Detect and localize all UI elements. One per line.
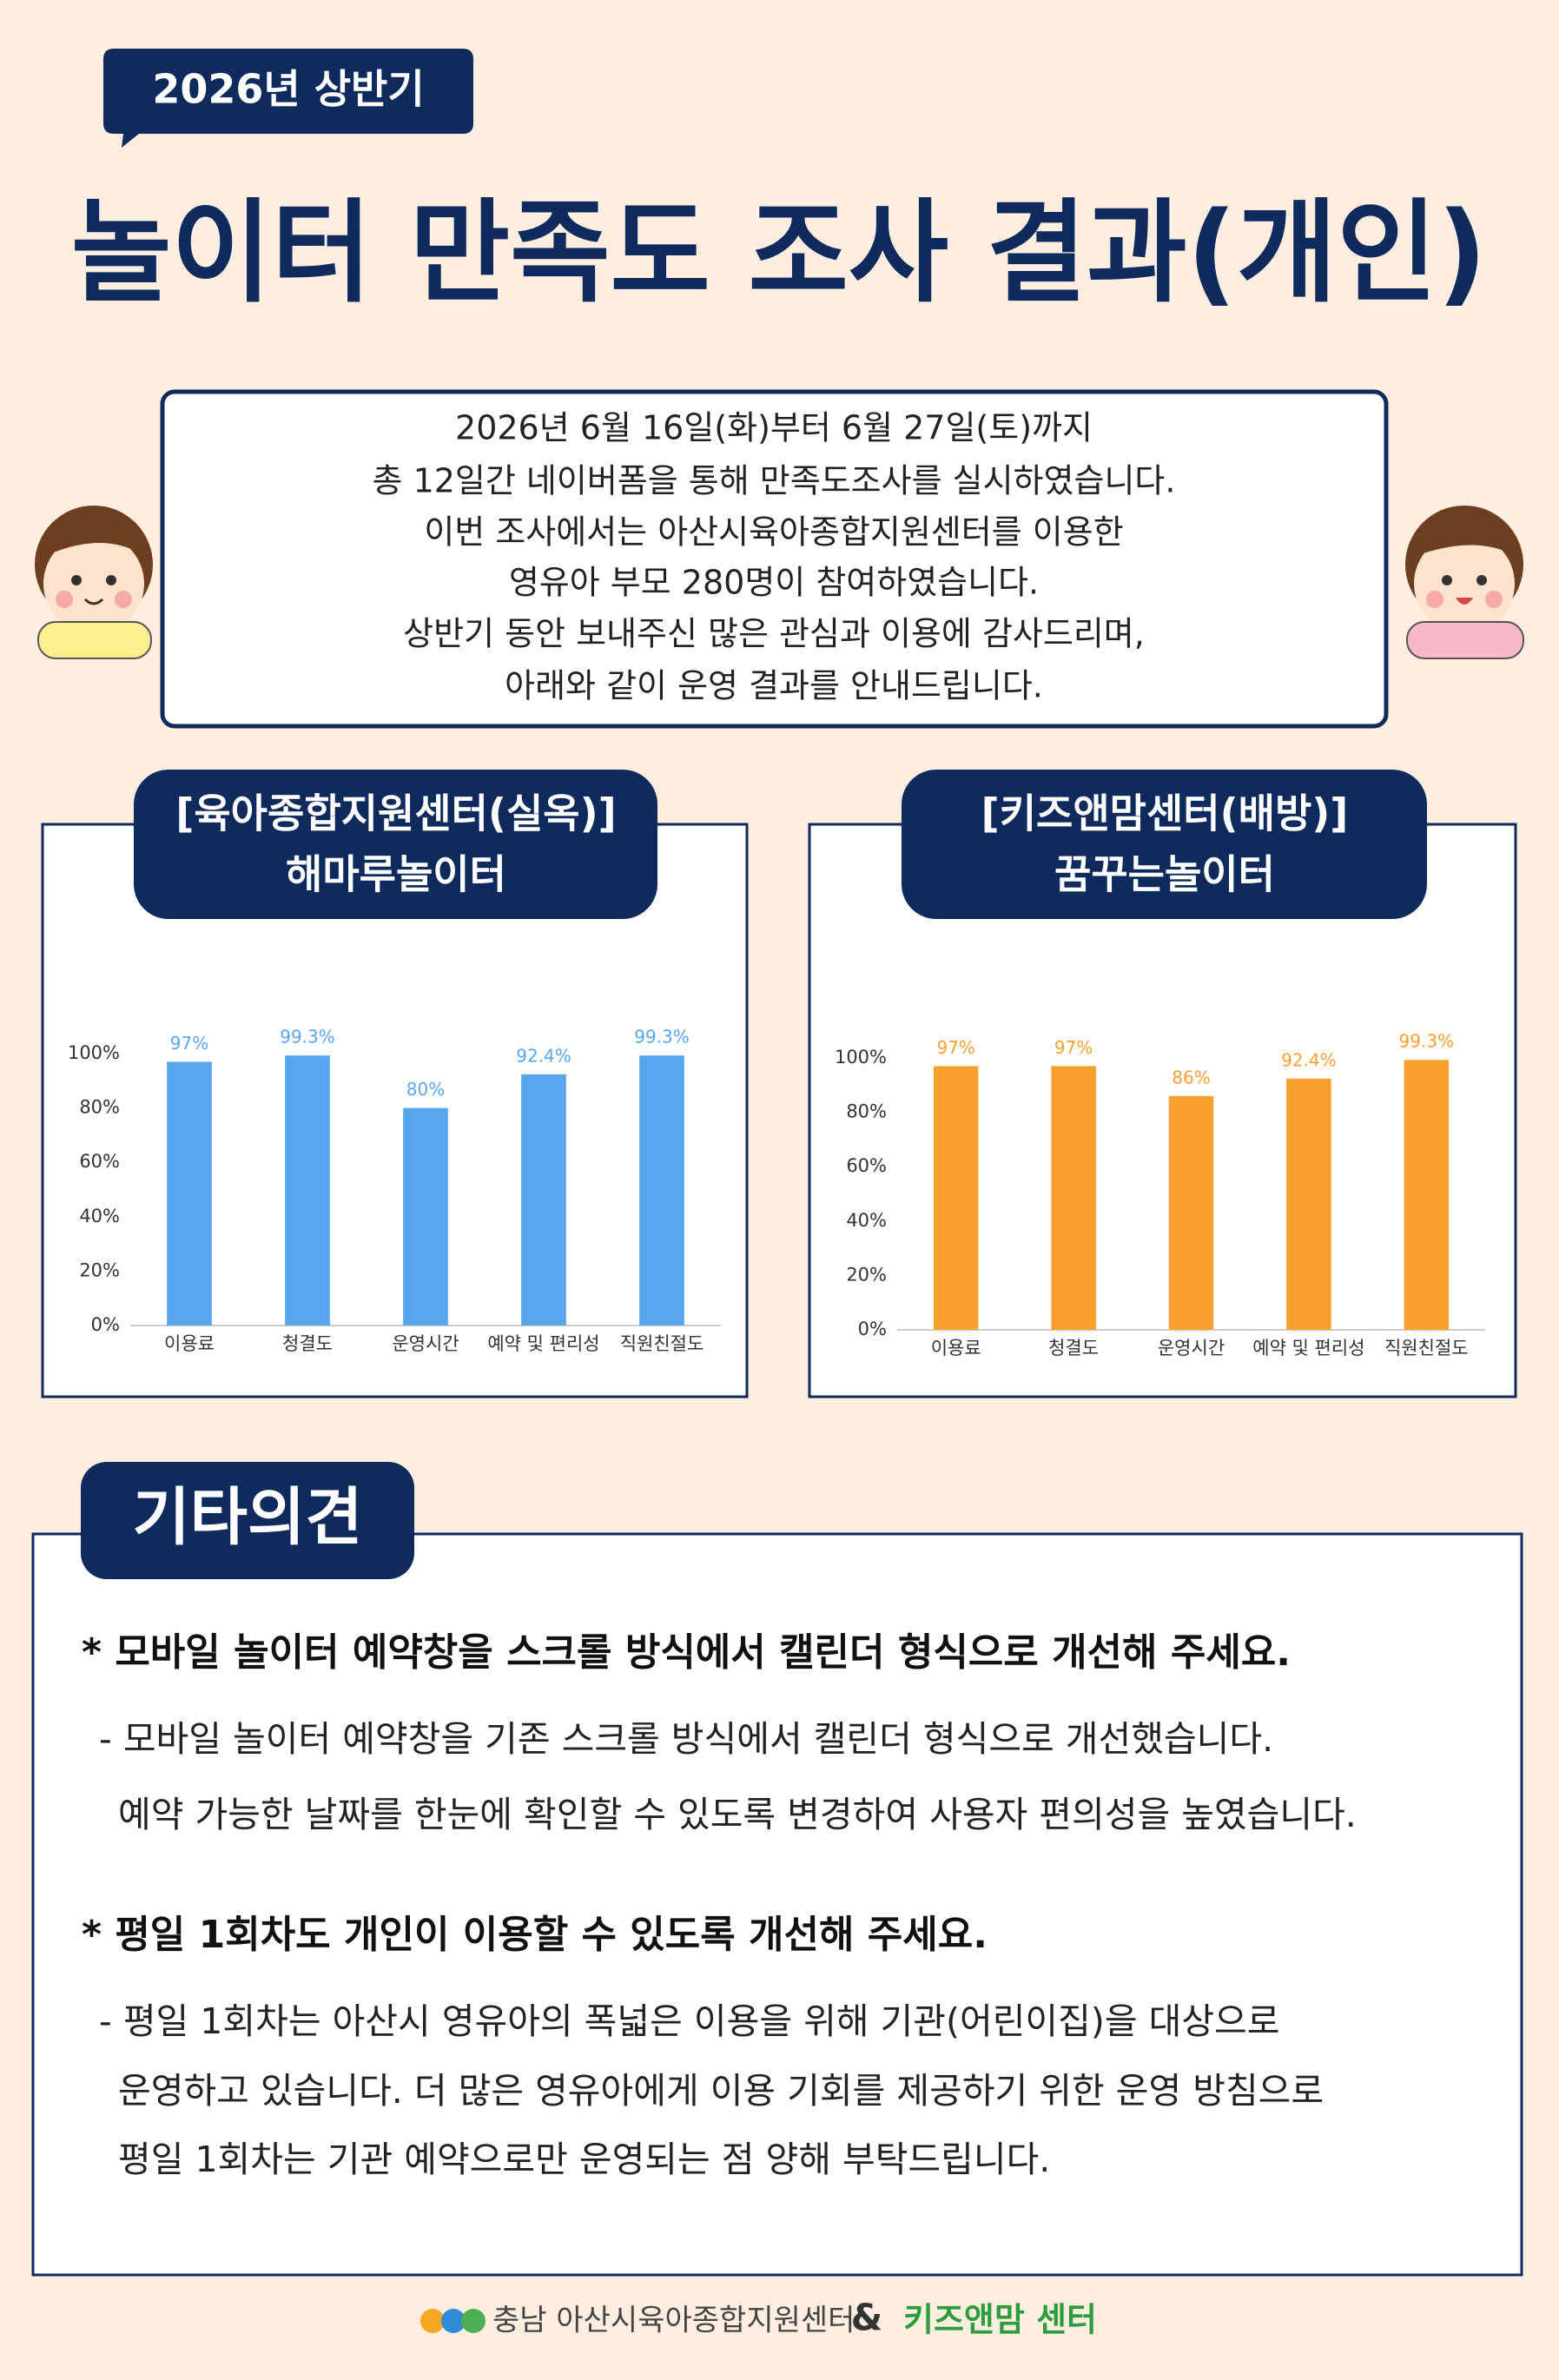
y-tick-label: 40% — [846, 1210, 887, 1231]
value-label: 92.4% — [1281, 1049, 1337, 1070]
footer-org: 키즈앤맘 센터 — [903, 2301, 1097, 2339]
value-label: 99.3% — [280, 1027, 335, 1048]
x-tick-label: 예약 및 편리성 — [1252, 1338, 1364, 1359]
intro-line: 2026년 6월 16일(화)부터 6월 27일(토)까지 — [455, 409, 1093, 447]
x-tick-label: 운영시간 — [392, 1333, 459, 1354]
answer-line: 평일 1회차는 기관 예약으로만 운영되는 점 양해 부탁드립니다. — [118, 2139, 1050, 2180]
value-label: 80% — [406, 1079, 445, 1100]
bar — [521, 1074, 566, 1326]
footer-org: 충남 아산시육아종합지원센터 — [492, 2304, 855, 2338]
intro-line: 영유아 부모 280명이 참여하였습니다. — [509, 564, 1039, 602]
charts: [육아종합지원센터(실옥)] 해마루놀이터 0% 20% 40% 60% 80% 100% 이용… — [68, 790, 1485, 1359]
value-label: 97% — [1054, 1037, 1093, 1058]
intro-box — [160, 389, 1389, 729]
main-title: 놀이터 만족도 조사 결과(개인) — [71, 188, 1487, 318]
chart-panel — [808, 823, 1517, 1398]
y-tick-label: 60% — [79, 1151, 120, 1172]
x-tick-label: 직원친절도 — [620, 1333, 704, 1354]
bar — [933, 1066, 979, 1330]
value-label: 99.3% — [634, 1027, 690, 1048]
bar — [403, 1107, 448, 1326]
bar — [285, 1055, 330, 1326]
bar — [1404, 1060, 1450, 1330]
x-tick-label: 청결도 — [282, 1333, 333, 1354]
chart-title-badge — [902, 770, 1427, 919]
answer-line: - 평일 1회차는 아산시 영유아의 폭넓은 이용을 위해 기관(어린이집)을 … — [99, 2000, 1279, 2042]
value-label: 97% — [170, 1033, 208, 1054]
chart-subtitle: 해마루놀이터 — [286, 851, 506, 898]
chart-title: [키즈앤맘센터(배방)] — [981, 790, 1349, 837]
y-tick-label: 100% — [68, 1042, 120, 1063]
x-tick-label: 이용료 — [164, 1333, 215, 1354]
y-tick-label: 80% — [846, 1101, 887, 1122]
opinions-badge — [81, 1462, 414, 1579]
question: * 평일 1회차도 개인이 이용할 수 있도록 개선해 주세요. — [82, 1913, 988, 1957]
y-tick-label: 0% — [858, 1319, 887, 1339]
y-tick-label: 80% — [79, 1097, 120, 1118]
x-tick-label: 직원친절도 — [1384, 1338, 1469, 1359]
intro-line: 이번 조사에서는 아산시육아종합지원센터를 이용한 — [424, 513, 1123, 552]
x-tick-label: 예약 및 편리성 — [487, 1333, 599, 1354]
y-tick-label: 100% — [835, 1047, 887, 1068]
value-label: 86% — [1172, 1067, 1210, 1088]
bar — [1051, 1066, 1096, 1330]
tag-badge — [103, 49, 473, 148]
bar — [1286, 1078, 1331, 1330]
opinions-list: * 모바일 놀이터 예약창을 스크롤 방식에서 캘린더 형식으로 개선해 주세요… — [82, 1630, 1357, 2180]
chart-subtitle: 꿈꾸는놀이터 — [1054, 851, 1275, 898]
answer-line: - 모바일 놀이터 예약창을 기존 스크롤 방식에서 캘린더 형식으로 개선했습… — [99, 1718, 1273, 1760]
kid-right — [1405, 506, 1524, 659]
value-label: 97% — [936, 1037, 974, 1058]
y-tick-label: 60% — [846, 1155, 887, 1176]
x-tick-label: 이용료 — [931, 1338, 981, 1359]
tag-text: 2026년 상반기 — [152, 66, 424, 113]
intro-text: 2026년 6월 16일(화)부터 6월 27일(토)까지총 12일간 네이버폼… — [373, 409, 1176, 705]
chart-title-badge — [134, 770, 657, 919]
y-tick-label: 20% — [846, 1264, 887, 1285]
footer-logo — [420, 2309, 486, 2333]
y-tick-label: 20% — [79, 1259, 120, 1280]
footer-amp: & — [851, 2297, 883, 2339]
answer-line: 예약 가능한 날짜를 한눈에 확인할 수 있도록 변경하여 사용자 편의성을 높… — [118, 1794, 1357, 1835]
intro-line: 총 12일간 네이버폼을 통해 만족도조사를 실시하였습니다. — [373, 462, 1176, 500]
opinions-title: 기타의견 — [133, 1481, 363, 1554]
bar — [1168, 1095, 1214, 1330]
intro-line: 상반기 동안 보내주신 많은 관심과 이용에 감사드리며, — [403, 615, 1145, 653]
x-tick-label: 운영시간 — [1158, 1338, 1225, 1359]
y-tick-label: 0% — [91, 1314, 120, 1335]
y-tick-label: 40% — [79, 1206, 120, 1226]
bar — [639, 1055, 684, 1326]
value-label: 92.4% — [516, 1045, 571, 1066]
chart-title: [육아종합지원센터(실옥)] — [175, 790, 616, 837]
x-tick-label: 청결도 — [1048, 1338, 1099, 1359]
value-label: 99.3% — [1399, 1031, 1455, 1052]
question: * 모바일 놀이터 예약창을 스크롤 방식에서 캘린더 형식으로 개선해 주세요… — [82, 1630, 1291, 1675]
opinions-box — [31, 1532, 1523, 2277]
answer-line: 운영하고 있습니다. 더 많은 영유아에게 이용 기회를 제공하기 위한 운영 … — [118, 2070, 1324, 2112]
intro-line: 아래와 같이 운영 결과를 안내드립니다. — [505, 667, 1043, 705]
kid-left — [35, 506, 153, 659]
chart-panel — [41, 823, 749, 1398]
bar — [167, 1061, 212, 1326]
